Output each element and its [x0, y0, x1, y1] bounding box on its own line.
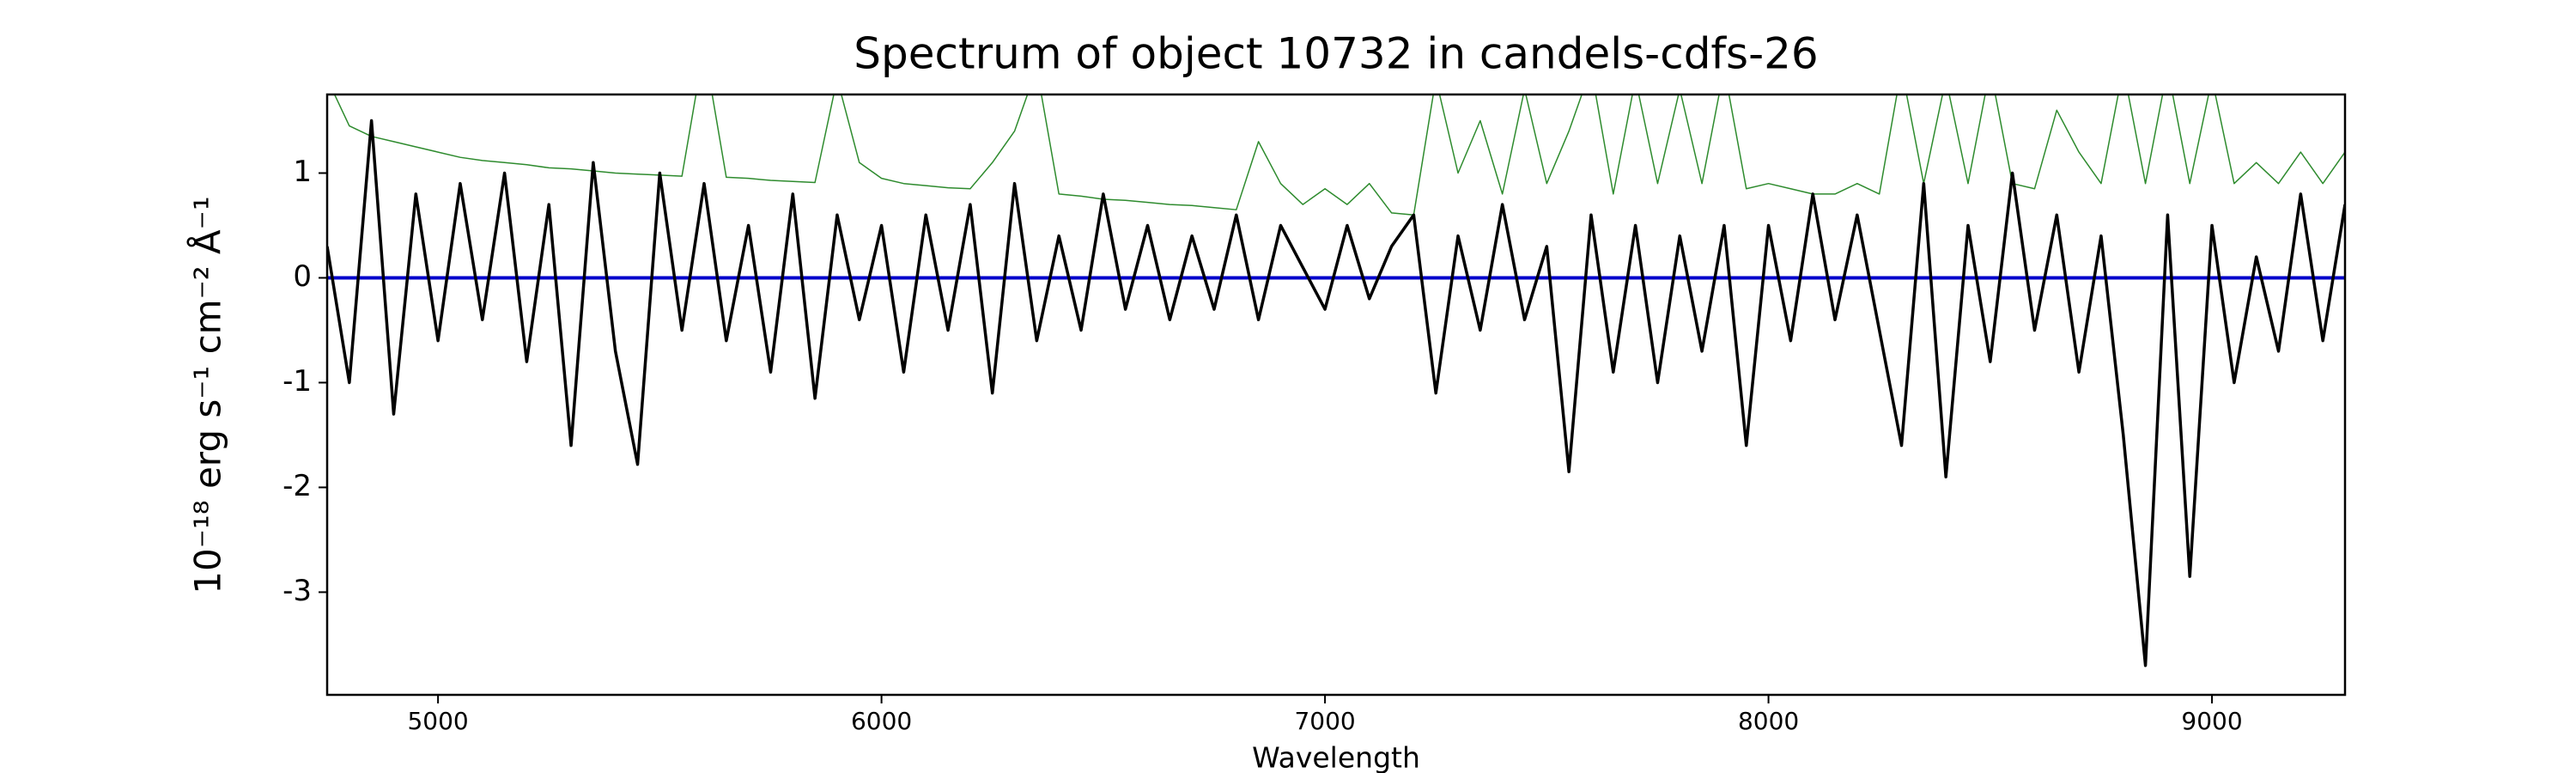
x-tick-label: 5000 — [407, 707, 468, 735]
x-tick-label: 8000 — [1738, 707, 1799, 735]
plot-area — [327, 94, 2345, 667]
chart-title: Spectrum of object 10732 in candels-cdfs… — [854, 29, 1819, 79]
x-tick-label: 7000 — [1294, 707, 1355, 735]
y-axis-label: 10⁻¹⁸ erg s⁻¹ cm⁻² Å⁻¹ — [186, 196, 229, 593]
x-tick-label: 9000 — [2181, 707, 2242, 735]
axes-frame — [325, 93, 2347, 697]
x-axis-label: Wavelength — [1252, 741, 1420, 773]
x-tick-label: 6000 — [851, 707, 912, 735]
y-tick-label: -2 — [283, 469, 312, 503]
spectrum-line — [327, 119, 2345, 667]
y-tick-label: 0 — [293, 259, 312, 294]
y-tick-label: 1 — [293, 155, 312, 189]
y-tick-label: -3 — [283, 574, 312, 608]
spectrum-line — [333, 94, 2345, 216]
y-tick-label: -1 — [283, 364, 312, 399]
